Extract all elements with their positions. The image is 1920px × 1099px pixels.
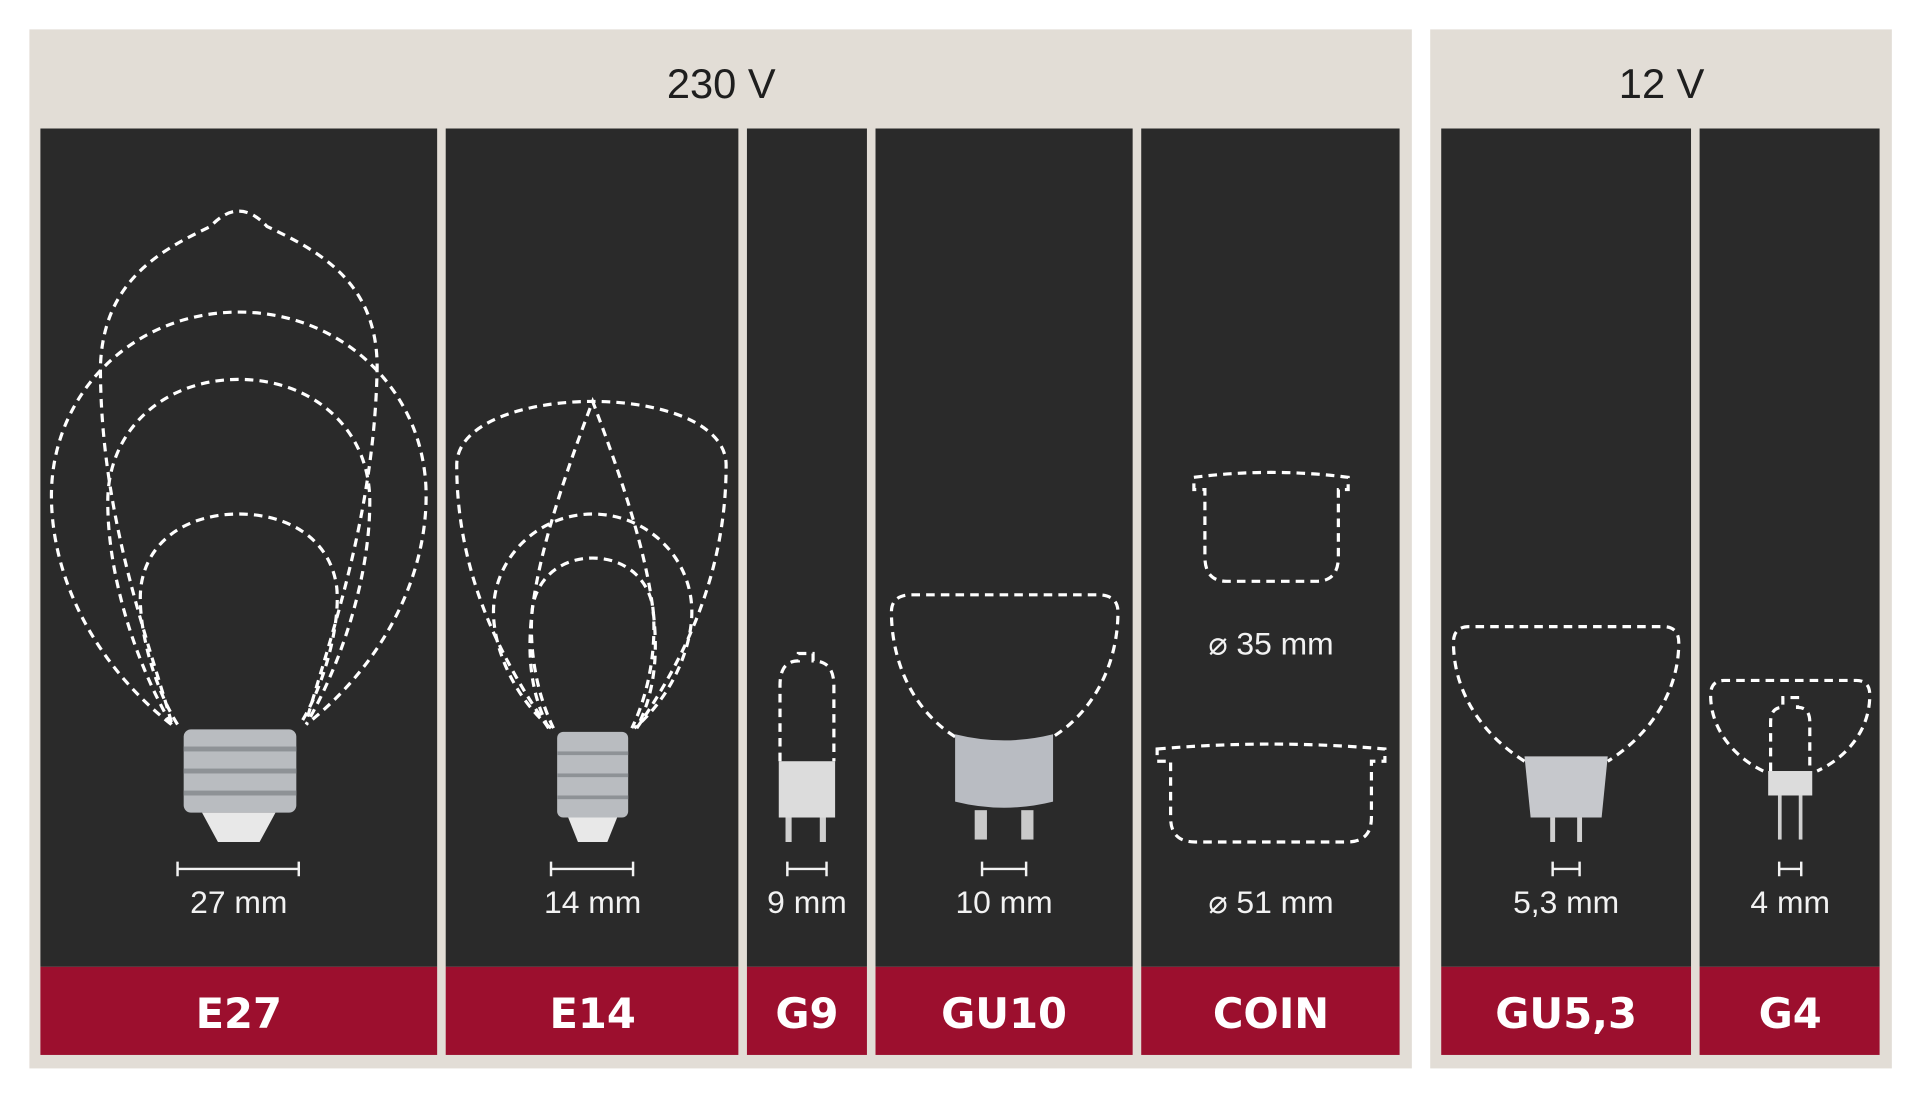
label-bar [445,966,739,1055]
socket-name: GU10 [941,989,1067,1038]
measure-label: 27 mm [190,884,287,920]
label-bar [1141,966,1400,1055]
drop-bulb-outline [455,399,728,730]
flame-bulb-outline [98,209,379,723]
measure-label: 9 mm [767,884,847,920]
measure-label-large: ⌀ 51 mm [1208,884,1333,920]
round-bulb-outline [491,512,694,730]
group-12v-title: 12 V [1619,60,1705,107]
reflector-outline [889,593,1120,739]
panel-gu5-3: 5,3 mm GU5,3 [1441,128,1692,1055]
e27-socket-icon [183,729,297,842]
panel-g4: 4 mm G4 [1699,128,1880,1055]
socket-name: G9 [775,989,838,1038]
label-bar [1441,966,1692,1055]
socket-name: E14 [549,989,635,1038]
panel-coin: ⌀ 35 mm ⌀ 51 mm COIN [1141,128,1400,1055]
reflector-outline [1451,625,1681,763]
capsule-outline [1769,695,1812,772]
coin-35-outline [1192,470,1350,583]
panel-e14: 14 mm E14 [445,128,739,1055]
mini-bulb-outline [529,556,656,729]
socket-name: G4 [1759,989,1822,1038]
capsule-outline [778,651,836,762]
classic-bulb-outline [106,377,372,726]
panel-e27: 27 mm E27 [40,128,438,1055]
g9-socket-icon [778,761,836,842]
reflector-outline [1709,678,1872,773]
socket-name: E27 [196,989,282,1038]
measure-label-small: ⌀ 35 mm [1208,626,1333,662]
e14-socket-icon [557,731,629,842]
dimension-bracket [1777,861,1803,877]
socket-name: COIN [1213,989,1329,1038]
group-230v-title: 230 V [667,60,776,107]
label-bar [1699,966,1880,1055]
label-bar [746,966,867,1055]
panel-g9: 9 mm G9 [746,128,867,1055]
g4-socket-icon [1768,771,1813,840]
measure-label: 14 mm [544,884,641,920]
dimension-bracket [786,861,828,877]
label-bar [875,966,1133,1055]
dimension-bracket [176,861,300,877]
measure-label: 5,3 mm [1513,884,1619,920]
panel-gu10: 10 mm GU10 [875,128,1133,1055]
gu10-socket-icon [955,734,1054,840]
measure-label: 10 mm [955,884,1052,920]
socket-name: GU5,3 [1495,989,1637,1038]
dimension-bracket [1551,861,1581,877]
label-bar [40,966,438,1055]
gu5-3-socket-icon [1524,756,1608,842]
globe-bulb-outline [49,310,428,726]
dimension-bracket [549,861,635,877]
dimension-bracket [980,861,1028,877]
small-bulb-outline [138,512,339,726]
measure-label: 4 mm [1750,884,1830,920]
coin-51-outline [1155,742,1387,844]
